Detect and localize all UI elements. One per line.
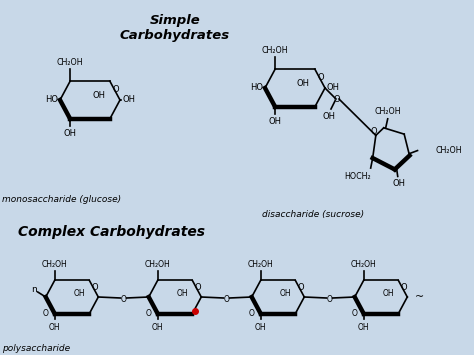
Text: Complex Carbohydrates: Complex Carbohydrates [18,225,205,239]
Text: HO: HO [45,95,58,104]
Text: OH: OH [64,130,77,138]
Text: O: O [224,295,229,304]
Text: OH: OH [322,112,336,121]
Text: CH₂OH: CH₂OH [351,261,376,269]
Text: OH: OH [49,323,60,332]
Text: O: O [401,283,407,292]
Text: n: n [31,284,36,294]
Text: OH: OH [280,289,292,299]
Text: OH: OH [327,83,340,93]
Text: O: O [370,127,377,136]
Text: O: O [194,283,201,292]
Text: OH: OH [383,289,395,299]
Text: OH: OH [297,80,310,88]
Text: OH: OH [152,323,164,332]
Text: HOCH₂: HOCH₂ [344,172,371,181]
Text: O: O [43,309,49,318]
Text: CH₂OH: CH₂OH [262,47,289,55]
Text: CH₂OH: CH₂OH [248,261,273,269]
Text: disaccharide (sucrose): disaccharide (sucrose) [262,210,364,219]
Text: HO: HO [250,83,263,93]
Text: O: O [318,73,324,82]
Text: CH₂OH: CH₂OH [436,146,462,155]
Text: OH: OH [74,289,86,299]
Text: O: O [249,309,255,318]
Text: CH₂OH: CH₂OH [57,59,83,67]
Text: polysaccharide: polysaccharide [2,344,70,353]
Text: OH: OH [358,323,369,332]
Text: ~: ~ [415,292,425,302]
Text: CH₂OH: CH₂OH [374,107,401,116]
Text: O: O [146,309,152,318]
Text: O: O [120,295,127,304]
Text: Simple
Carbohydrates: Simple Carbohydrates [120,14,230,42]
Text: OH: OH [392,179,405,189]
Text: O: O [91,283,98,292]
Text: OH: OH [177,289,189,299]
Text: O: O [297,283,304,292]
Text: OH: OH [92,91,105,100]
Text: OH: OH [122,95,135,104]
Text: O: O [113,85,119,94]
Text: O: O [327,295,332,304]
Text: monosaccharide (glucose): monosaccharide (glucose) [2,195,121,204]
Text: O: O [334,95,340,104]
Text: CH₂OH: CH₂OH [42,261,67,269]
Text: O: O [352,309,358,318]
Text: OH: OH [255,323,266,332]
Text: CH₂OH: CH₂OH [145,261,171,269]
Text: OH: OH [269,118,282,126]
